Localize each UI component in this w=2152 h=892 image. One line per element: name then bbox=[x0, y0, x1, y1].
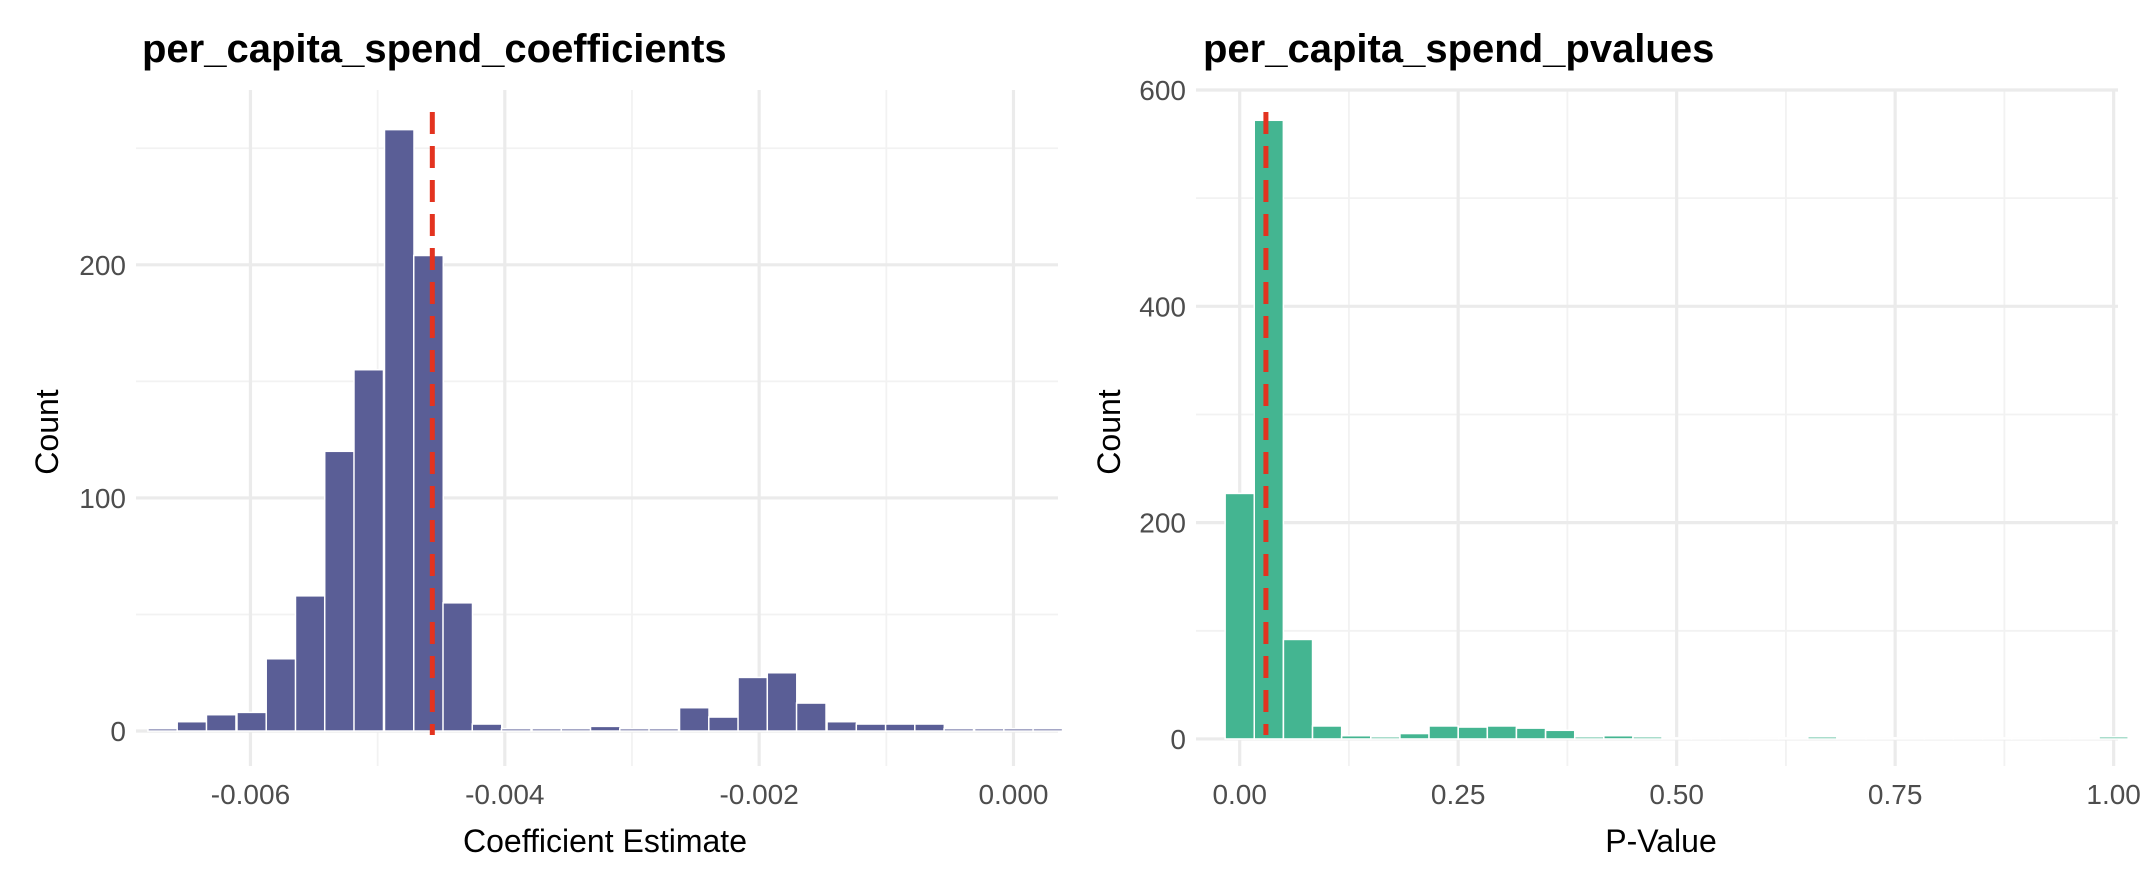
x-tick-label: -0.006 bbox=[211, 779, 290, 810]
histogram-bar bbox=[1632, 736, 1663, 740]
histogram-bar bbox=[648, 727, 680, 732]
histogram-bar bbox=[1807, 736, 1838, 740]
histogram-bar bbox=[1282, 638, 1314, 740]
histogram-bar bbox=[1032, 727, 1064, 732]
histogram-bar bbox=[2010, 737, 2042, 740]
y-tick-labels: 0 100 200 bbox=[79, 250, 126, 747]
histogram-bar bbox=[1486, 725, 1518, 740]
histogram-bar bbox=[1894, 737, 1926, 740]
x-tick-label: 0.25 bbox=[1431, 779, 1486, 810]
gridlines bbox=[1196, 88, 2118, 766]
histogram-bar bbox=[1515, 727, 1547, 740]
x-tick-label: -0.002 bbox=[719, 779, 798, 810]
coefficients-panel: per_capita_spend_coefficients 0 100 200 -0… bbox=[29, 27, 1064, 859]
histogram-bar bbox=[294, 595, 326, 732]
histogram-bar bbox=[1003, 727, 1035, 732]
x-tick-label: 0.75 bbox=[1868, 779, 1923, 810]
histogram-bar bbox=[500, 727, 532, 732]
y-tick-label: 600 bbox=[1139, 75, 1186, 106]
histogram-bar bbox=[795, 702, 827, 732]
y-tick-label: 0 bbox=[110, 716, 126, 747]
histogram-bar bbox=[678, 706, 710, 732]
histogram-bar bbox=[471, 723, 503, 732]
histogram-bar bbox=[973, 727, 1005, 732]
histogram-bar bbox=[323, 450, 355, 732]
pvalues-panel: per_capita_spend_pvalues 0 200 400 600 0.00… bbox=[1091, 27, 2141, 859]
y-tick-label: 0 bbox=[1170, 724, 1186, 755]
histogram-bar bbox=[1544, 729, 1576, 740]
histogram-bar bbox=[531, 727, 563, 732]
x-tick-label: 1.00 bbox=[2086, 779, 2141, 810]
x-tick-labels: 0.00 0.25 0.50 0.75 1.00 bbox=[1212, 779, 2140, 810]
histogram-bars bbox=[1224, 119, 2129, 740]
histogram-bar bbox=[884, 723, 916, 732]
chart-title: per_capita_spend_pvalues bbox=[1203, 27, 1714, 71]
histogram-bar bbox=[560, 727, 592, 732]
histogram-bar bbox=[353, 368, 385, 732]
histogram-bar bbox=[442, 602, 474, 732]
x-tick-label: 0.00 bbox=[1212, 779, 1267, 810]
y-tick-label: 200 bbox=[1139, 508, 1186, 539]
histogram-bar bbox=[1370, 736, 1401, 740]
histogram-bar bbox=[1457, 726, 1489, 740]
histogram-bar bbox=[826, 720, 858, 732]
histogram-bar bbox=[1836, 737, 1867, 740]
histogram-bar bbox=[589, 725, 621, 732]
histogram-bar bbox=[1719, 737, 1751, 740]
y-axis-label: Count bbox=[1091, 389, 1127, 475]
histogram-bar bbox=[2040, 737, 2071, 740]
x-axis-label: Coefficient Estimate bbox=[463, 823, 747, 859]
histogram-bar bbox=[412, 254, 444, 732]
x-axis-label: P-Value bbox=[1605, 823, 1716, 859]
histogram-bar bbox=[383, 128, 415, 732]
histogram-bar bbox=[176, 720, 208, 732]
histogram-bars bbox=[147, 128, 1064, 732]
x-tick-label: -0.004 bbox=[465, 779, 544, 810]
histogram-bar bbox=[1603, 734, 1634, 740]
histogram-bar bbox=[1428, 725, 1459, 740]
histogram-bar bbox=[1865, 737, 1896, 740]
histogram-bar bbox=[236, 711, 268, 732]
y-tick-label: 200 bbox=[79, 250, 126, 281]
histogram-bar bbox=[943, 727, 975, 732]
histogram-bar bbox=[914, 723, 946, 732]
histogram-bar bbox=[1399, 732, 1430, 740]
histogram-bar bbox=[1573, 736, 1605, 740]
histogram-bar bbox=[766, 672, 798, 732]
y-axis-label: Count bbox=[29, 389, 65, 475]
histogram-bar bbox=[2098, 736, 2129, 740]
histogram-bar bbox=[737, 676, 769, 732]
x-tick-label: 0.000 bbox=[978, 779, 1048, 810]
histogram-bar bbox=[1340, 734, 1372, 740]
histogram-bar bbox=[1253, 119, 1285, 740]
histogram-bar bbox=[1777, 737, 1809, 740]
histogram-bar bbox=[147, 727, 179, 732]
histogram-bar bbox=[2069, 737, 2100, 740]
histogram-bar bbox=[1311, 725, 1343, 740]
y-tick-label: 400 bbox=[1139, 291, 1186, 322]
y-tick-label: 100 bbox=[79, 483, 126, 514]
histogram-bar bbox=[265, 658, 297, 732]
histogram-bar bbox=[1748, 737, 1780, 740]
histogram-bar bbox=[855, 723, 887, 732]
histogram-bar bbox=[708, 716, 740, 732]
histogram-bar bbox=[1952, 737, 1984, 740]
histogram-bar bbox=[1661, 737, 1692, 740]
histogram-bar bbox=[205, 713, 237, 732]
histogram-bar bbox=[619, 727, 651, 732]
x-tick-labels: -0.006 -0.004 -0.002 0.000 bbox=[211, 779, 1049, 810]
x-tick-label: 0.50 bbox=[1649, 779, 1704, 810]
chart-title: per_capita_spend_coefficients bbox=[142, 27, 727, 71]
y-tick-labels: 0 200 400 600 bbox=[1139, 75, 1186, 755]
histogram-bar bbox=[1224, 492, 1255, 740]
histogram-bar bbox=[1690, 737, 1722, 740]
histogram-bar bbox=[1981, 737, 2013, 740]
histogram-bar bbox=[1923, 737, 1955, 740]
